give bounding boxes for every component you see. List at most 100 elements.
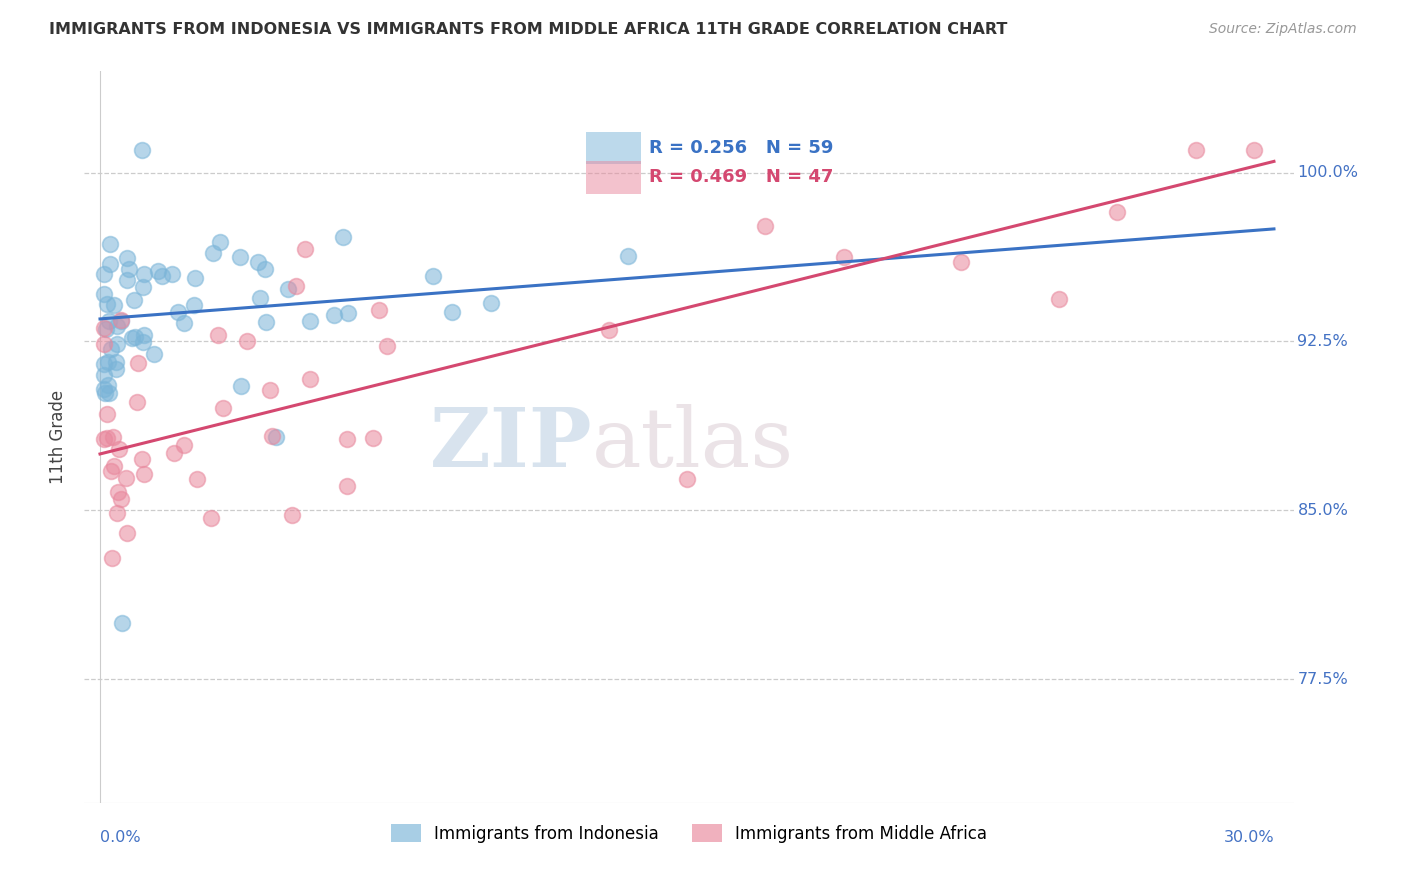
Immigrants from Middle Africa xyxy=(281,508,304,523)
Immigrants from Indonesia xyxy=(131,143,153,157)
Immigrants from Indonesia xyxy=(97,378,120,392)
Immigrants from Indonesia xyxy=(117,273,139,287)
Immigrants from Middle Africa xyxy=(110,491,132,506)
Immigrants from Middle Africa xyxy=(676,471,699,485)
FancyBboxPatch shape xyxy=(586,161,641,194)
Immigrants from Middle Africa xyxy=(100,464,122,478)
Immigrants from Middle Africa xyxy=(131,452,153,467)
Immigrants from Indonesia xyxy=(98,385,121,400)
Immigrants from Indonesia xyxy=(166,305,188,319)
Immigrants from Indonesia xyxy=(134,267,156,281)
Immigrants from Indonesia xyxy=(93,286,115,301)
Immigrants from Indonesia xyxy=(105,355,128,369)
Immigrants from Indonesia xyxy=(422,269,444,284)
Immigrants from Indonesia xyxy=(201,246,224,260)
Immigrants from Middle Africa xyxy=(93,321,115,335)
Immigrants from Middle Africa xyxy=(949,254,972,268)
Legend: Immigrants from Indonesia, Immigrants from Middle Africa: Immigrants from Indonesia, Immigrants fr… xyxy=(384,818,994,849)
Immigrants from Middle Africa xyxy=(1107,205,1129,219)
Immigrants from Indonesia xyxy=(111,615,134,630)
Immigrants from Indonesia xyxy=(93,268,115,282)
Text: R = 0.256   N = 59: R = 0.256 N = 59 xyxy=(650,139,834,157)
Immigrants from Indonesia xyxy=(253,261,276,276)
Immigrants from Middle Africa xyxy=(294,242,316,256)
Immigrants from Middle Africa xyxy=(211,401,233,415)
Immigrants from Indonesia xyxy=(132,280,155,294)
Immigrants from Middle Africa xyxy=(93,432,115,446)
Immigrants from Indonesia xyxy=(479,296,502,310)
Immigrants from Indonesia xyxy=(121,330,143,344)
Immigrants from Middle Africa xyxy=(1047,293,1070,307)
Immigrants from Middle Africa xyxy=(96,431,118,445)
Immigrants from Middle Africa xyxy=(134,467,156,481)
Immigrants from Indonesia xyxy=(132,328,155,343)
Immigrants from Indonesia xyxy=(277,282,299,296)
Immigrants from Indonesia xyxy=(150,268,173,283)
Text: ZIP: ZIP xyxy=(430,404,592,484)
Immigrants from Indonesia xyxy=(105,337,128,351)
Immigrants from Middle Africa xyxy=(117,526,139,541)
Immigrants from Indonesia xyxy=(208,235,231,249)
Immigrants from Indonesia xyxy=(115,252,138,266)
Immigrants from Middle Africa xyxy=(1184,143,1206,157)
Immigrants from Indonesia xyxy=(93,357,115,371)
Text: R = 0.469   N = 47: R = 0.469 N = 47 xyxy=(650,169,834,186)
Immigrants from Middle Africa xyxy=(284,278,307,293)
Text: 11th Grade: 11th Grade xyxy=(49,390,66,484)
Immigrants from Middle Africa xyxy=(163,445,186,459)
Immigrants from Middle Africa xyxy=(336,479,359,493)
Immigrants from Indonesia xyxy=(100,342,122,356)
Immigrants from Middle Africa xyxy=(115,471,138,485)
Immigrants from Middle Africa xyxy=(832,250,855,264)
Immigrants from Middle Africa xyxy=(200,510,222,524)
Immigrants from Indonesia xyxy=(143,347,166,361)
Immigrants from Indonesia xyxy=(441,304,464,318)
Immigrants from Middle Africa xyxy=(754,219,776,233)
Immigrants from Indonesia xyxy=(264,430,287,444)
Immigrants from Indonesia xyxy=(184,271,207,285)
Immigrants from Middle Africa xyxy=(363,431,385,445)
Immigrants from Indonesia xyxy=(249,291,271,305)
Immigrants from Indonesia xyxy=(94,385,117,400)
Immigrants from Middle Africa xyxy=(1243,143,1265,157)
Immigrants from Middle Africa xyxy=(101,430,124,444)
Immigrants from Middle Africa xyxy=(108,442,131,457)
Immigrants from Indonesia xyxy=(231,379,253,393)
Immigrants from Middle Africa xyxy=(368,302,391,317)
Immigrants from Indonesia xyxy=(146,263,169,277)
Text: 30.0%: 30.0% xyxy=(1223,830,1274,845)
Text: Source: ZipAtlas.com: Source: ZipAtlas.com xyxy=(1209,22,1357,37)
Immigrants from Indonesia xyxy=(247,255,270,269)
Immigrants from Middle Africa xyxy=(336,432,359,446)
Text: 0.0%: 0.0% xyxy=(100,830,141,845)
Immigrants from Indonesia xyxy=(100,237,122,252)
Immigrants from Indonesia xyxy=(93,368,115,382)
Immigrants from Indonesia xyxy=(98,257,121,271)
Immigrants from Middle Africa xyxy=(93,337,115,351)
Immigrants from Middle Africa xyxy=(105,506,128,520)
Immigrants from Indonesia xyxy=(160,267,183,281)
Immigrants from Indonesia xyxy=(97,314,120,328)
Immigrants from Indonesia xyxy=(122,293,145,307)
Immigrants from Indonesia xyxy=(183,298,205,312)
Immigrants from Middle Africa xyxy=(107,484,129,499)
Immigrants from Indonesia xyxy=(254,314,277,328)
Immigrants from Indonesia xyxy=(110,314,132,328)
Immigrants from Middle Africa xyxy=(96,407,118,421)
Immigrants from Middle Africa xyxy=(103,459,125,474)
Immigrants from Indonesia xyxy=(117,261,139,276)
Immigrants from Middle Africa xyxy=(375,338,398,352)
Immigrants from Indonesia xyxy=(322,309,344,323)
Immigrants from Middle Africa xyxy=(207,328,229,343)
Immigrants from Indonesia xyxy=(96,296,118,310)
Immigrants from Indonesia xyxy=(93,382,115,396)
Text: 77.5%: 77.5% xyxy=(1298,672,1348,687)
Text: 85.0%: 85.0% xyxy=(1298,503,1348,517)
Immigrants from Indonesia xyxy=(103,298,125,312)
Immigrants from Indonesia xyxy=(299,314,322,328)
Immigrants from Middle Africa xyxy=(186,472,208,486)
Text: 100.0%: 100.0% xyxy=(1298,165,1358,180)
Immigrants from Indonesia xyxy=(173,316,195,330)
FancyBboxPatch shape xyxy=(586,132,641,164)
Immigrants from Indonesia xyxy=(132,335,155,350)
